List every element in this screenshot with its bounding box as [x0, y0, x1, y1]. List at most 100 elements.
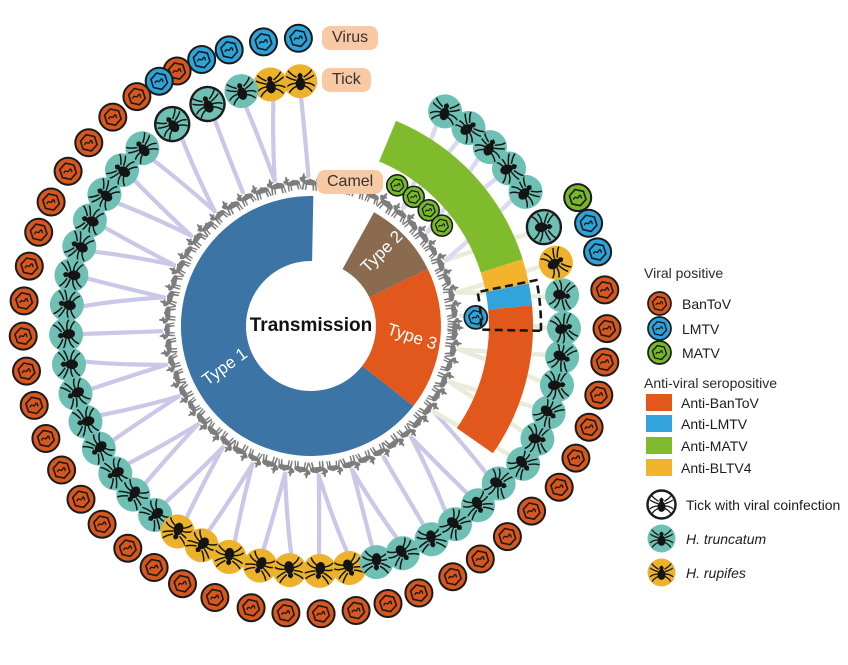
- camel-icon: [207, 420, 224, 442]
- camel-icon: [423, 239, 438, 260]
- donut-center-title: Transmission: [249, 315, 373, 336]
- legend-item-anti-lmtv: Anti-LMTV: [646, 415, 747, 432]
- tick-icon-truncatum: [547, 311, 581, 346]
- tick-icon-rupifes: [212, 539, 247, 574]
- tick-icon-rupifes: [283, 64, 318, 99]
- camel-icon: [439, 356, 459, 372]
- camel-icon: [442, 284, 459, 304]
- tick-icon-truncatum: [62, 229, 97, 264]
- tick-legend-icon: [647, 558, 676, 587]
- camel-icon: [382, 433, 405, 449]
- virus-icon-matv: [647, 340, 672, 365]
- virus-icon-bantov: [24, 217, 54, 247]
- virus-ring-label: Virus: [322, 26, 379, 50]
- virus-icon-lmtv: [647, 316, 672, 341]
- virus-icon-bantov: [341, 595, 371, 626]
- camel-icon: [160, 290, 180, 307]
- camel-viral-marker-matv: [430, 214, 454, 237]
- camel-icon: [396, 423, 417, 438]
- virus-icon-bantov: [647, 291, 672, 316]
- virus-icon-bantov: [438, 562, 468, 592]
- virus-icon-bantov: [306, 599, 336, 629]
- camel-icon: [430, 253, 447, 275]
- tick-icon-truncatum: [428, 94, 463, 129]
- legend-item-matv: MATV: [646, 339, 720, 366]
- tick-icon-truncatum: [461, 488, 496, 523]
- camel-tick-link: [85, 276, 166, 300]
- tick-icon-truncatum: [87, 177, 122, 212]
- camel-icon: [433, 371, 455, 388]
- tick-icon-rupifes: [243, 548, 278, 583]
- camel-icon: [248, 448, 263, 468]
- camel-tick-link: [299, 96, 311, 179]
- virus-icon-bantov: [11, 356, 42, 386]
- virus-icon-matv: [563, 183, 593, 213]
- virus-icon-lmtv: [144, 66, 174, 96]
- donut-segment-type-2: [342, 212, 428, 298]
- camel-icon: [251, 185, 272, 201]
- virus-legend-icon: [647, 291, 672, 316]
- camel-icon: [308, 460, 329, 478]
- camel-icon: [445, 323, 464, 341]
- camel-icon: [232, 440, 249, 462]
- camel-tick-link: [133, 178, 194, 238]
- camel-icon: [160, 337, 178, 357]
- virus-icon-bantov: [590, 347, 620, 377]
- camel-icon: [266, 179, 287, 196]
- tick-icon-truncatum: [116, 477, 151, 512]
- donut-segment-type-1: [180, 195, 414, 456]
- tick-icon-truncatum: [58, 376, 93, 411]
- camel-viral-marker-matv: [417, 199, 440, 222]
- camel-tick-link: [83, 359, 169, 367]
- virus-icon-bantov: [66, 484, 96, 514]
- camel-tick-link: [103, 225, 177, 268]
- camel-icon: [369, 442, 390, 457]
- camel-icon: [299, 173, 317, 192]
- legend-item-lmtv: LMTV: [646, 315, 719, 342]
- virus-icon-lmtv: [187, 44, 217, 75]
- tick-icon-truncatum: [438, 507, 472, 542]
- camel-icon: [444, 339, 462, 358]
- links-layer: [81, 96, 550, 556]
- camel-tick-link: [244, 105, 277, 183]
- virus-icon-bantov: [544, 472, 574, 502]
- virus-icon-bantov: [139, 552, 169, 583]
- tick-icon-truncatum: [359, 545, 394, 580]
- virus-ring: [8, 23, 622, 629]
- virus-icon-bantov: [590, 275, 620, 305]
- tick-ring-label: Tick: [322, 68, 371, 92]
- legend-item-anti-bltv4: Anti-BLTV4: [646, 459, 752, 476]
- camel-tick-link: [409, 435, 448, 513]
- camel-tick-link: [282, 471, 294, 556]
- virus-icon-bantov: [31, 423, 61, 454]
- virus-icon-bantov: [36, 187, 66, 217]
- highlight-box-layer: [476, 278, 543, 333]
- camel-tick-link: [212, 117, 245, 195]
- camel-icon: [402, 213, 418, 236]
- tick-icon-truncatum: [540, 368, 574, 403]
- anti-lmtv-highlight-box: [476, 278, 543, 333]
- virus-icon-bantov: [584, 380, 614, 410]
- camel-icon: [164, 275, 184, 291]
- virus-icon-bantov: [574, 412, 604, 442]
- tick-icon-rupifes: [332, 551, 367, 585]
- camel-icon: [376, 193, 393, 216]
- virus-icon-bantov: [517, 496, 547, 526]
- camel-tick-link: [431, 409, 488, 475]
- legend-item-bantov: BanToV: [646, 290, 731, 317]
- tick-icon-truncatum: [545, 278, 580, 313]
- tick-legend-icon: [647, 524, 676, 553]
- camel-tick-link: [152, 158, 217, 214]
- virus-icon-bantov: [98, 102, 128, 132]
- color-swatch: [646, 437, 672, 454]
- camel-tick-link: [271, 99, 277, 183]
- camel-tick-link: [207, 462, 255, 533]
- camel-tick-link: [126, 422, 200, 466]
- transmission-donut: [180, 195, 441, 456]
- virus-icon-bantov: [492, 522, 522, 552]
- color-swatch: [646, 394, 672, 411]
- virus-icon-bantov: [74, 128, 104, 158]
- tick-icon-truncatum: [49, 287, 84, 322]
- legend-item-label: Anti-BLTV4: [681, 459, 752, 476]
